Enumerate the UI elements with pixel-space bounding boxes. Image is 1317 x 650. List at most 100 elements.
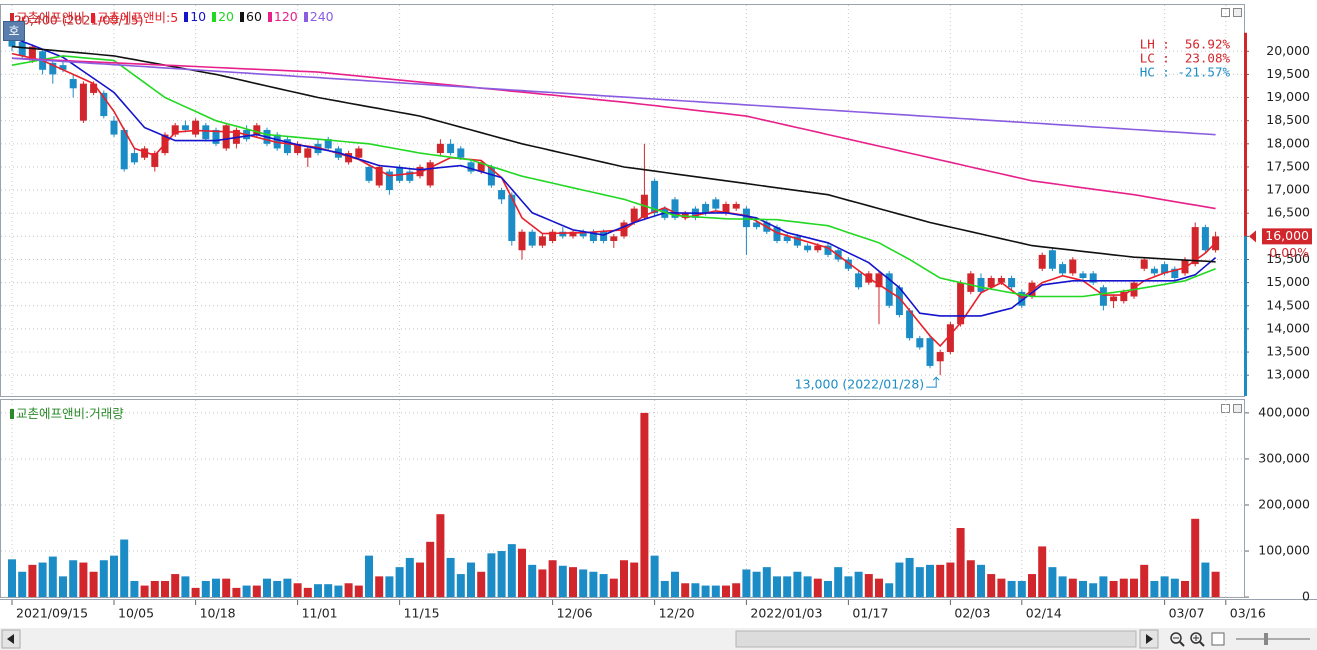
scrollbar[interactable] xyxy=(0,628,1317,650)
candle-body xyxy=(436,143,444,154)
legend-item: 60 xyxy=(240,9,262,24)
volume-bar xyxy=(701,585,710,598)
range-bar-down xyxy=(1244,236,1247,396)
axis-area xyxy=(1245,4,1317,598)
x-tick-label: 12/06 xyxy=(557,606,593,621)
candle-body xyxy=(90,83,98,93)
candle-body xyxy=(977,278,985,292)
candle-body xyxy=(753,222,761,228)
current-price-box xyxy=(1262,228,1312,245)
volume-bar xyxy=(824,580,832,598)
volume-bar xyxy=(456,574,465,598)
volume-bar xyxy=(222,578,231,598)
candle-body xyxy=(1191,227,1199,265)
y-tick-label: 16,500 xyxy=(1266,205,1310,220)
candle-body xyxy=(610,236,618,241)
volume-bar xyxy=(538,569,547,598)
volume-bar xyxy=(936,564,945,598)
candle-body xyxy=(253,125,261,135)
mode-button[interactable]: 호 xyxy=(3,21,25,41)
candle-body xyxy=(518,231,526,251)
volume-bar xyxy=(120,539,129,598)
volume-bar xyxy=(69,560,78,598)
volume-bar xyxy=(28,564,37,598)
volume-bar xyxy=(1058,576,1067,598)
volume-bar xyxy=(793,571,802,598)
volume-bar xyxy=(1048,567,1057,598)
volume-bar xyxy=(1028,574,1036,598)
volume-bar xyxy=(314,584,322,598)
volume-bar xyxy=(446,557,455,598)
legend-item: 교촌에프앤비 xyxy=(10,7,85,26)
legend-label: 10 xyxy=(190,9,207,24)
legend-label: 240 xyxy=(309,9,334,24)
candle-body xyxy=(906,310,914,339)
x-tick-label: 02/03 xyxy=(954,606,990,621)
candle-body xyxy=(375,166,383,186)
candle-body xyxy=(712,199,720,209)
volume-bar xyxy=(528,564,537,598)
candle-body xyxy=(1099,287,1107,306)
y-tick-label: 14,500 xyxy=(1266,297,1310,312)
legend-item: 120 xyxy=(267,9,298,24)
y-tick-label: 100,000 xyxy=(1258,543,1310,558)
volume-bar xyxy=(548,560,557,598)
volume-bar xyxy=(385,576,394,598)
volume-bar xyxy=(650,555,659,598)
volume-bar xyxy=(201,580,210,598)
volume-bar xyxy=(987,574,996,598)
candle-body xyxy=(222,125,230,149)
volume-bar xyxy=(660,580,669,598)
candle-body xyxy=(1161,264,1169,274)
x-tick-label: 11/01 xyxy=(302,606,338,621)
candle-body xyxy=(589,231,597,241)
ma-line xyxy=(11,55,1216,298)
volume-bar xyxy=(956,528,965,598)
volume-bar xyxy=(405,557,414,598)
volume-bar xyxy=(395,567,404,598)
candle-body xyxy=(1008,278,1016,288)
candle-body xyxy=(79,83,87,121)
volume-bar xyxy=(569,567,577,598)
price-marker xyxy=(1249,230,1256,243)
candle-body xyxy=(671,199,679,218)
volume-bar xyxy=(1181,580,1189,598)
volume-bar xyxy=(416,562,424,598)
candle-body xyxy=(416,166,424,177)
y-tick-label: 13,000 xyxy=(1266,367,1310,382)
candle-body xyxy=(1110,296,1118,302)
legend-item: 240 xyxy=(303,9,334,24)
volume-bar xyxy=(1201,562,1210,598)
candle-body xyxy=(814,245,822,251)
volume-bar xyxy=(722,585,730,598)
volume-bar xyxy=(273,580,282,598)
legend-item: 교촌에프앤비:5 xyxy=(91,7,178,26)
candle-body xyxy=(385,171,393,191)
volume-bar xyxy=(161,580,169,598)
volume-bar xyxy=(507,544,516,598)
legend-label: 교촌에프앤비 xyxy=(16,10,86,25)
volume-bar xyxy=(375,576,384,598)
y-tick-label: 18,500 xyxy=(1266,112,1310,127)
volume-bar xyxy=(844,576,853,598)
candle-body xyxy=(1048,250,1056,269)
candle-body xyxy=(538,236,546,246)
volume-bar xyxy=(283,578,292,598)
current-price-label: 16,000 xyxy=(1265,228,1309,243)
volume-bar xyxy=(1089,583,1098,598)
volume-bar xyxy=(620,560,628,598)
volume-bar xyxy=(191,587,200,598)
legend-label: 60 xyxy=(246,9,262,24)
volume-bar xyxy=(110,555,118,598)
ma-line xyxy=(11,36,1217,317)
candle-body xyxy=(559,231,567,237)
volume-bar xyxy=(691,583,700,598)
volume-bar xyxy=(630,562,639,598)
volume-bar xyxy=(487,553,496,598)
volume-bar xyxy=(997,578,1006,598)
candle-body xyxy=(997,278,1005,283)
volume-bar xyxy=(966,560,975,598)
candle-body xyxy=(141,148,149,158)
legend-label: 20 xyxy=(218,9,234,24)
